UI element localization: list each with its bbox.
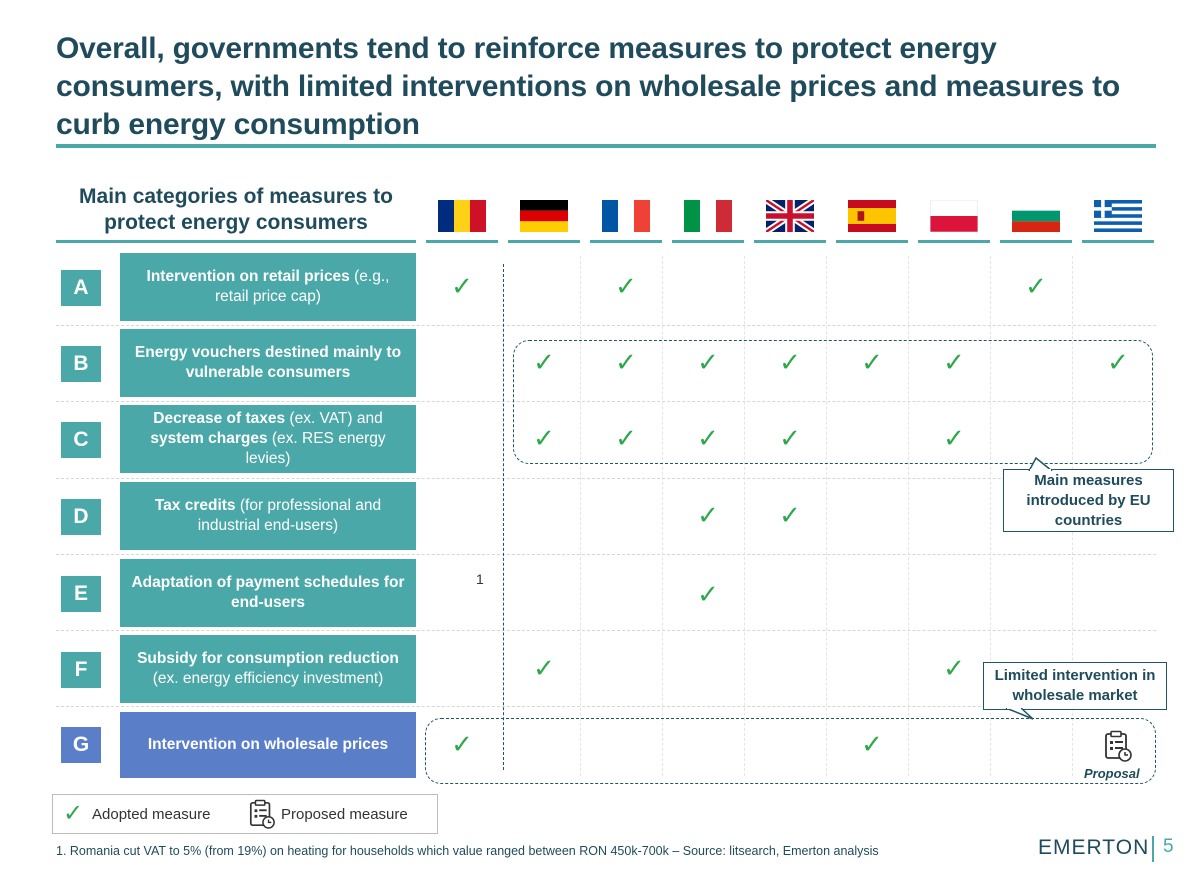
country-column-uk <box>754 200 826 246</box>
table-header: Main categories of measures to protect e… <box>79 185 393 234</box>
row-letter-b: B <box>61 346 101 382</box>
column-divider <box>826 256 827 776</box>
wholesale-highlight <box>425 718 1156 784</box>
check-icon: ✓ <box>533 654 555 684</box>
legend-check-icon: ✓ <box>63 799 84 827</box>
legend-proposed-label: Proposed measure <box>281 806 408 823</box>
check-icon: ✓ <box>943 654 965 684</box>
page-number: 5 <box>1163 836 1174 857</box>
row-divider <box>56 325 1156 326</box>
spain-flag-icon <box>848 200 896 232</box>
footnote-marker: 1 <box>476 571 484 587</box>
row-letter-d: D <box>61 499 101 535</box>
bulgaria-flag-icon <box>1012 200 1060 232</box>
legend-proposed-icon <box>249 799 275 829</box>
check-icon: ✓ <box>779 348 801 378</box>
italy-flag-icon <box>684 200 732 232</box>
row-letter-g: G <box>61 727 101 763</box>
row-letter-f: F <box>61 652 101 688</box>
country-column-romania <box>426 200 498 246</box>
proposed-measure-icon <box>1105 730 1132 762</box>
france-flag-icon <box>602 200 650 232</box>
column-divider <box>744 256 745 776</box>
callout-pointer <box>1005 708 1034 720</box>
check-icon: ✓ <box>861 348 883 378</box>
check-icon: ✓ <box>943 348 965 378</box>
row-label-c: Decrease of taxes (ex. VAT) and system c… <box>120 405 416 473</box>
check-icon: ✓ <box>451 730 473 760</box>
row-label-d: Tax credits (for professional and indust… <box>120 482 416 550</box>
check-icon: ✓ <box>697 424 719 454</box>
row-divider <box>56 630 1156 631</box>
check-icon: ✓ <box>697 501 719 531</box>
row-divider <box>56 554 1156 555</box>
legend-adopted-label: Adopted measure <box>92 806 211 823</box>
country-column-italy <box>672 200 744 246</box>
country-column-germany <box>508 200 580 246</box>
check-icon: ✓ <box>533 348 555 378</box>
row-divider <box>56 706 1156 707</box>
proposal-label: Proposal <box>1084 766 1140 781</box>
romania-flag-icon <box>438 200 486 232</box>
country-column-spain <box>836 200 908 246</box>
greece-flag-icon <box>1094 200 1142 232</box>
check-icon: ✓ <box>943 424 965 454</box>
row-label-a: Intervention on retail prices (e.g., ret… <box>120 253 416 321</box>
row-letter-e: E <box>61 576 101 612</box>
callout-pointer <box>1028 457 1053 471</box>
romania-divider <box>503 264 504 770</box>
row-letter-a: A <box>61 270 101 306</box>
callout-limited-intervention: Limited intervention in wholesale market <box>983 662 1167 710</box>
row-letter-c: C <box>61 422 101 458</box>
check-icon: ✓ <box>615 348 637 378</box>
company-logo: EMERTON <box>1038 836 1150 859</box>
column-divider <box>662 256 663 776</box>
callout-main-measures: Main measures introduced by EU countries <box>1003 469 1174 532</box>
check-icon: ✓ <box>615 424 637 454</box>
main-measures-highlight <box>513 340 1153 464</box>
check-icon: ✓ <box>1107 348 1129 378</box>
title-divider <box>56 144 1156 148</box>
germany-flag-icon <box>520 200 568 232</box>
check-icon: ✓ <box>533 424 555 454</box>
country-column-bulgaria <box>1000 200 1072 246</box>
country-column-france <box>590 200 662 246</box>
column-divider <box>990 256 991 776</box>
check-icon: ✓ <box>451 272 473 302</box>
row-label-b: Energy vouchers destined mainly to vulne… <box>120 329 416 397</box>
row-divider <box>56 478 1156 479</box>
row-label-g: Intervention on wholesale prices <box>120 712 416 778</box>
country-column-greece <box>1082 200 1154 246</box>
row-label-e: Adaptation of payment schedules for end-… <box>120 559 416 627</box>
legend: ✓ Adopted measure Proposed measure <box>52 794 438 834</box>
table-header-divider <box>56 240 416 243</box>
check-icon: ✓ <box>697 580 719 610</box>
check-icon: ✓ <box>1025 272 1047 302</box>
row-divider <box>56 401 1156 402</box>
uk-flag-icon <box>766 200 814 232</box>
poland-flag-icon <box>930 200 978 232</box>
column-divider <box>580 256 581 776</box>
check-icon: ✓ <box>779 424 801 454</box>
column-divider <box>908 256 909 776</box>
check-icon: ✓ <box>615 272 637 302</box>
country-column-poland <box>918 200 990 246</box>
check-icon: ✓ <box>861 730 883 760</box>
footnote: 1. Romania cut VAT to 5% (from 19%) on h… <box>56 844 879 858</box>
check-icon: ✓ <box>779 501 801 531</box>
row-label-f: Subsidy for consumption reduction (ex. e… <box>120 635 416 703</box>
page-title: Overall, governments tend to reinforce m… <box>56 32 1121 141</box>
logo-divider <box>1152 836 1154 862</box>
check-icon: ✓ <box>697 348 719 378</box>
